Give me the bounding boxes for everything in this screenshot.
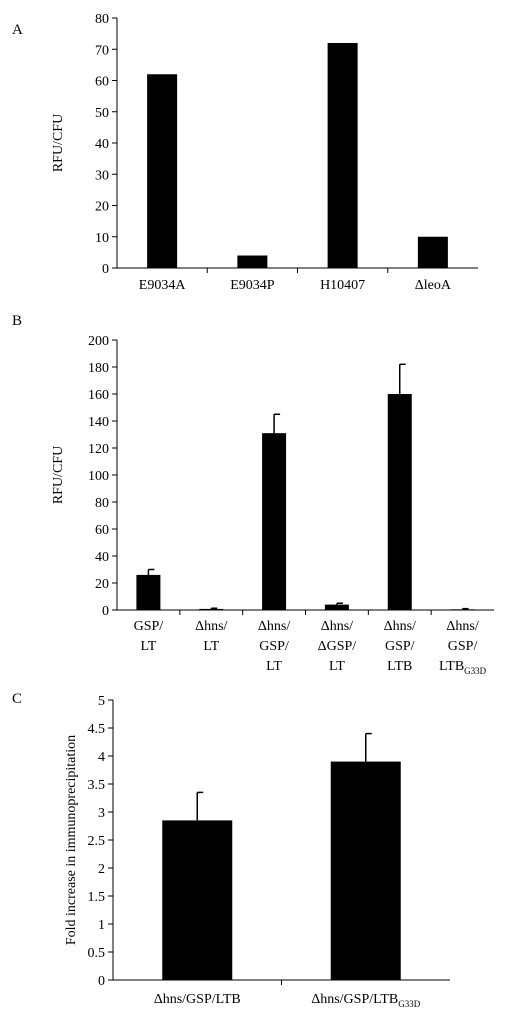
category-label: Δhns/	[321, 619, 353, 634]
category-label: GSP/	[134, 619, 164, 634]
category-label: Δhns/	[384, 619, 416, 634]
y-tick-label: 120	[88, 442, 109, 457]
y-tick-label: 10	[95, 231, 109, 246]
y-tick-label: 180	[88, 361, 109, 376]
category-label: E9034A	[139, 278, 187, 293]
y-tick-label: 1.5	[88, 890, 106, 905]
category-label: LT	[329, 659, 345, 674]
y-tick-label: 200	[88, 334, 109, 349]
bar	[330, 761, 401, 980]
category-label: LT	[203, 639, 219, 654]
y-tick-label: 4	[98, 750, 105, 765]
chart-b: 0 20 40 60 80 100 120 140 160 180 200 RFU/CFU GSP/LT…	[51, 334, 494, 676]
bar	[417, 236, 448, 268]
bar	[324, 604, 349, 610]
y-tick-label: 20	[95, 577, 109, 592]
y-axis-label: RFU/CFU	[51, 114, 66, 172]
y-tick-label: 80	[95, 496, 109, 511]
y-tick-label: 30	[95, 168, 109, 183]
y-tick-label: 100	[88, 469, 109, 484]
y-tick-label: 80	[95, 12, 109, 27]
chart-a: 0 10 20 30 40 50 60 70 80 RFU/CFU E9034A E9034P H104…	[51, 12, 478, 293]
y-tick-label: 2.5	[88, 834, 106, 849]
category-label: GSP/	[385, 639, 415, 654]
category-label: GSP/	[259, 639, 289, 654]
y-tick-label: 160	[88, 388, 109, 403]
category-label: H10407	[320, 278, 365, 293]
category-label: LTBG33D	[439, 659, 487, 676]
category-label: GSP/	[448, 639, 478, 654]
y-tick-label: 20	[95, 200, 109, 215]
y-tick-label: 4.5	[88, 722, 106, 737]
y-tick-label: 3.5	[88, 778, 106, 793]
y-tick-label: 50	[95, 106, 109, 121]
y-tick-label: 5	[98, 694, 105, 709]
y-axis-label: RFU/CFU	[51, 446, 66, 504]
y-tick-label: 60	[95, 75, 109, 90]
category-label: Δhns/GSP/LTB	[154, 992, 241, 1007]
y-tick-label: 1	[98, 918, 105, 933]
y-axis-label: Fold increase in immunoprecipitation	[64, 735, 79, 945]
bar	[237, 255, 268, 268]
bar	[136, 574, 161, 610]
y-tick-label: 0.5	[88, 946, 106, 961]
category-label: LT	[141, 639, 157, 654]
panel-label-a: A	[12, 22, 23, 38]
chart-c: 0 0.5 1 1.5 2 2.5 3 3.5 4 4.5 5 Fold increase in im…	[64, 694, 450, 1009]
category-label: Δhns/GSP/LTBG33D	[311, 992, 421, 1009]
y-tick-label: 0	[102, 604, 109, 619]
y-tick-label: 2	[98, 862, 105, 877]
y-tick-label: 70	[95, 43, 109, 58]
y-tick-label: 0	[98, 974, 105, 989]
y-tick-label: 3	[98, 806, 105, 821]
category-label: LTB	[387, 659, 412, 674]
category-label: ΔGSP/	[318, 639, 357, 654]
bar	[450, 609, 475, 610]
bar	[387, 394, 412, 610]
y-tick-label: 140	[88, 415, 109, 430]
panel-label-b: B	[12, 313, 22, 329]
category-subscript: G33D	[464, 666, 486, 676]
bar	[199, 608, 224, 610]
category-subscript: G33D	[398, 999, 420, 1009]
category-label: Δhns/	[446, 619, 478, 634]
y-tick-label: 60	[95, 523, 109, 538]
panel-label-c: C	[12, 691, 22, 707]
bar	[327, 43, 358, 268]
category-label: ΔleoA	[415, 278, 452, 293]
category-label: Δhns/	[258, 619, 290, 634]
y-tick-label: 40	[95, 137, 109, 152]
category-label: E9034P	[230, 278, 275, 293]
bar	[147, 74, 178, 268]
bar	[162, 820, 233, 980]
category-label: LT	[266, 659, 282, 674]
category-label: Δhns/	[195, 619, 227, 634]
bar	[262, 433, 287, 610]
y-tick-label: 40	[95, 550, 109, 565]
y-tick-label: 0	[102, 262, 109, 277]
